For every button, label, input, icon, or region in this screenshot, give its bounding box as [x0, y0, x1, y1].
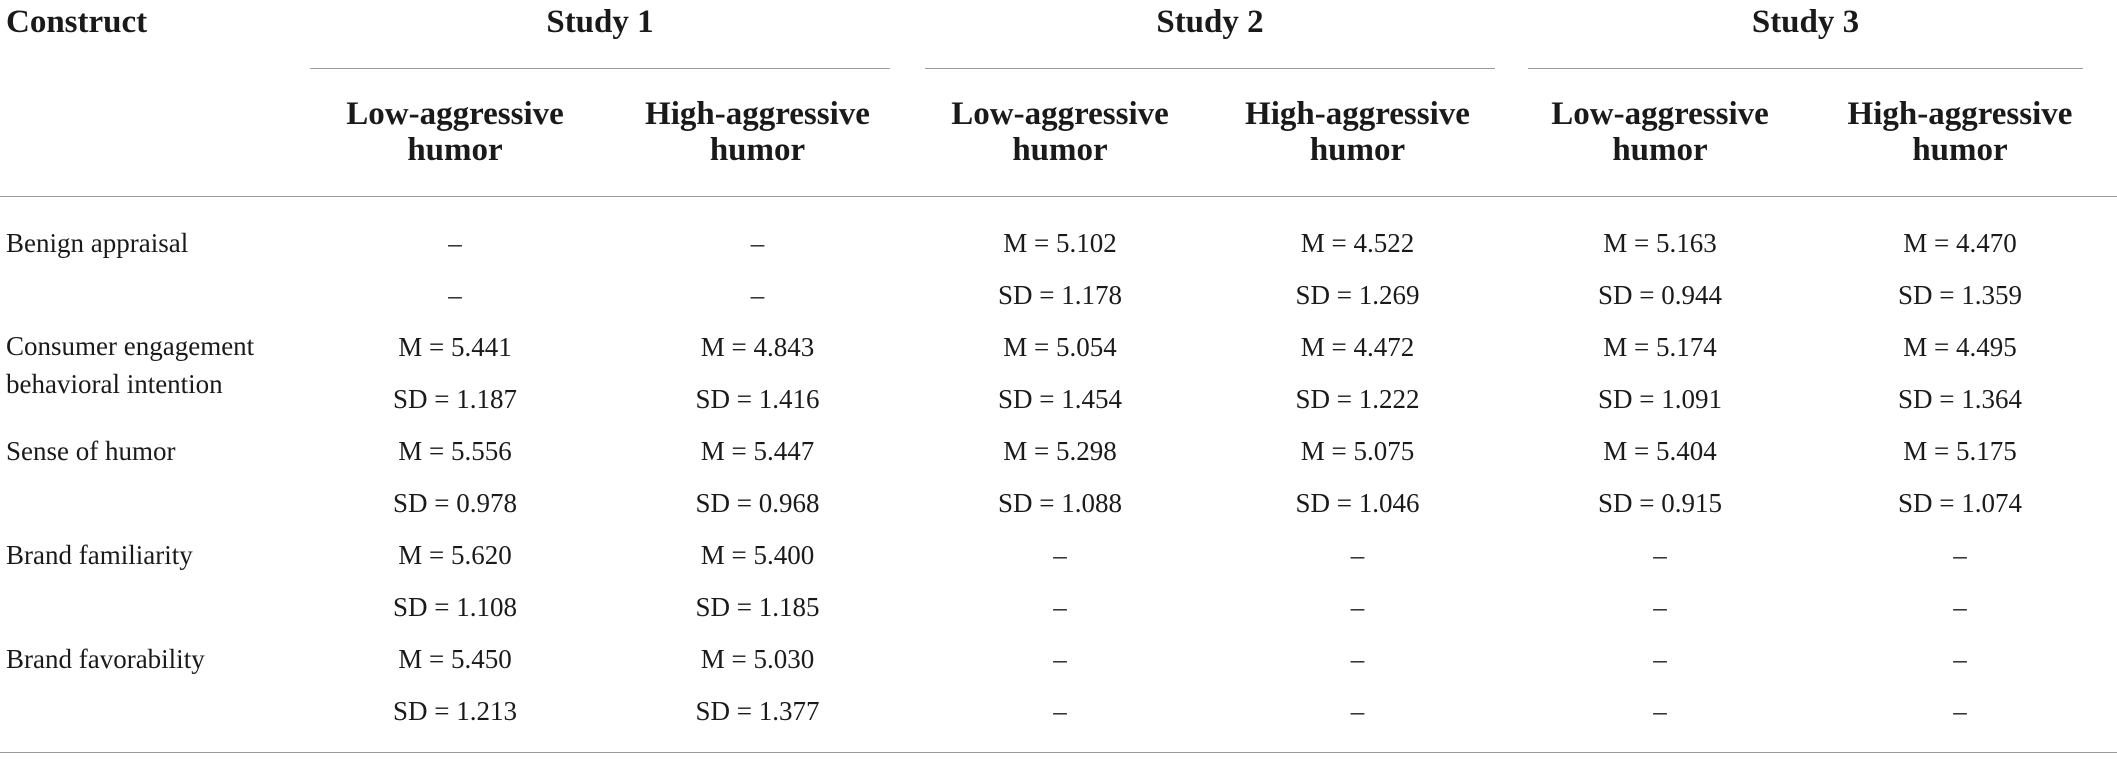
table-cell: – [750, 280, 765, 310]
table-cell: M = 5.054 [1003, 332, 1117, 362]
study-2-rule [925, 68, 1495, 69]
study-2-high-header: High-aggressive humor [1245, 96, 1470, 168]
table-cell: SD = 1.108 [393, 592, 517, 622]
table-cell: SD = 1.222 [1295, 384, 1420, 414]
study-3-rule [1528, 68, 2083, 69]
table-cell: M = 5.298 [1003, 436, 1117, 466]
table-cell: – [1653, 644, 1667, 674]
row-label-sense-of-humor: Sense of humor [6, 436, 176, 466]
table-cell: M = 5.174 [1603, 332, 1717, 362]
construct-header: Construct [6, 4, 148, 40]
table-cell: M = 5.441 [398, 332, 512, 362]
table-cell: SD = 1.046 [1295, 488, 1420, 518]
table-cell: SD = 1.359 [1898, 280, 2022, 310]
table-cell: SD = 1.364 [1898, 384, 2022, 414]
study-1-header: Study 1 [546, 4, 654, 40]
table-cell: – [448, 280, 462, 310]
study-1-low-header: Low-aggressive humor [346, 96, 564, 168]
table-cell: M = 4.522 [1300, 228, 1415, 258]
table-cell: SD = 0.968 [695, 488, 820, 518]
table-cell: SD = 0.915 [1598, 488, 1722, 518]
study-2-header: Study 2 [1156, 4, 1264, 40]
table-cell: M = 5.102 [1003, 228, 1117, 258]
table-cell: M = 4.470 [1903, 228, 2017, 258]
study-1-high-header: High-aggressive humor [645, 96, 870, 168]
table-cell: SD = 1.187 [393, 384, 517, 414]
table-cell: M = 5.175 [1903, 436, 2017, 466]
row-label-benign-appraisal: Benign appraisal [6, 228, 189, 258]
table-cell: M = 4.843 [700, 332, 815, 362]
table-cell: SD = 0.944 [1598, 280, 1722, 310]
table-cell: M = 5.400 [700, 540, 815, 570]
table-cell: – [1350, 644, 1365, 674]
table-cell: SD = 1.269 [1295, 280, 1420, 310]
table-cell: – [1053, 644, 1067, 674]
table-cell: – [1953, 696, 1967, 726]
study-3-header: Study 3 [1751, 4, 1860, 40]
row-label-brand-familiarity: Brand familiarity [6, 540, 193, 570]
table-cell: – [750, 228, 765, 258]
study-1-rule [310, 68, 890, 69]
row-label-brand-favorability: Brand favorability [6, 644, 205, 674]
table-bottom-rule [0, 752, 2117, 753]
table-cell: – [1953, 644, 1967, 674]
table-cell: M = 5.556 [398, 436, 512, 466]
row-label-consumer-engagement: Consumer engagement behavioral intention [6, 331, 255, 399]
table-cell: M = 5.030 [700, 644, 815, 674]
table-cell: M = 5.447 [700, 436, 815, 466]
table-cell: – [1053, 592, 1067, 622]
table-cell: – [1953, 592, 1967, 622]
table-cell: SD = 1.377 [695, 696, 820, 726]
table-cell: SD = 1.416 [695, 384, 820, 414]
table-cell: SD = 1.213 [393, 696, 517, 726]
table-cell: M = 5.163 [1603, 228, 1717, 258]
table-cell: M = 5.404 [1603, 436, 1717, 466]
table-cell: SD = 0.978 [393, 488, 517, 518]
header-bottom-rule [0, 196, 2117, 197]
table-cell: SD = 1.091 [1598, 384, 1722, 414]
table-cell: M = 5.450 [398, 644, 512, 674]
table-cell: – [1053, 696, 1067, 726]
table-cell: M = 4.472 [1300, 332, 1415, 362]
table-cell: SD = 1.088 [998, 488, 1122, 518]
table-cell: SD = 1.454 [998, 384, 1122, 414]
table-cell: M = 5.075 [1300, 436, 1415, 466]
study-2-low-header: Low-aggressive humor [951, 96, 1169, 168]
table-cell: – [1350, 696, 1365, 726]
study-3-low-header: Low-aggressive humor [1551, 96, 1769, 168]
table-cell: M = 4.495 [1903, 332, 2017, 362]
table-cell: – [1653, 696, 1667, 726]
table-cell: – [1350, 540, 1365, 570]
table-cell: SD = 1.074 [1898, 488, 2022, 518]
table-cell: – [448, 228, 462, 258]
table-cell: – [1653, 540, 1667, 570]
table-cell: SD = 1.185 [695, 592, 820, 622]
table-cell: M = 5.620 [398, 540, 512, 570]
table-cell: – [1953, 540, 1967, 570]
table-cell: – [1053, 540, 1067, 570]
table-cell: SD = 1.178 [998, 280, 1122, 310]
study-3-high-header: High-aggressive humor [1847, 96, 2073, 168]
table-cell: – [1350, 592, 1365, 622]
table-cell: – [1653, 592, 1667, 622]
